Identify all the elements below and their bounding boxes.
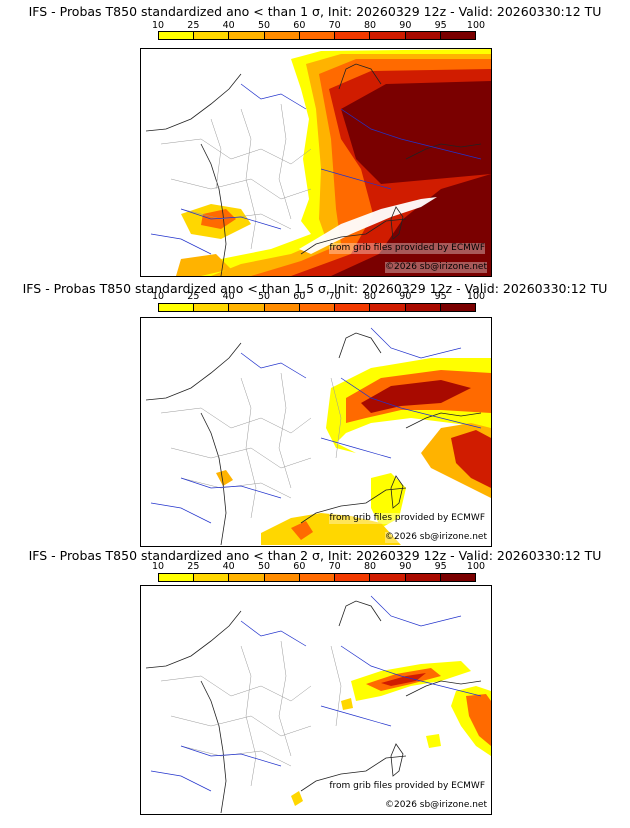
rivers (150, 83, 482, 255)
map-canvas (145, 49, 491, 276)
colorbar-segment (370, 304, 406, 311)
colorbar-segment (405, 32, 441, 39)
probability-map: from grib files provided by ECMWF ©2026 … (140, 48, 492, 277)
colorbar-segment (159, 32, 195, 39)
colorbar-tick-label: 50 (257, 291, 271, 302)
colorbar-tick-label: 50 (257, 561, 271, 572)
colorbar-tick-label: 60 (293, 561, 306, 572)
colorbar-segment (229, 304, 265, 311)
colorbar-tick-label: 95 (434, 20, 447, 31)
colorbar-tick-label: 25 (187, 20, 200, 31)
colorbar-tick-label: 70 (328, 561, 341, 572)
colorbar-tick-label: 90 (399, 291, 412, 302)
colorbar-ticks: 10 25 40 50 60 70 80 90 95 100 (152, 291, 485, 303)
colorbar-tick-label: 90 (399, 20, 412, 31)
colorbar-segment (405, 304, 441, 311)
colorbar-tick-label: 10 (151, 291, 165, 302)
map-canvas (145, 595, 491, 813)
colorbar-segment (159, 304, 195, 311)
forecast-panel-3: IFS - Probas T850 standardized ano < tha… (0, 540, 630, 828)
colorbar (158, 31, 476, 40)
colorbar-tick-label: 80 (363, 291, 377, 302)
colorbar-tick-label: 70 (328, 291, 341, 302)
forecast-panel-2: IFS - Probas T850 standardized ano < tha… (0, 270, 630, 548)
colorbar-segment (299, 32, 336, 39)
panel-title: IFS - Probas T850 standardized ano < tha… (28, 4, 602, 19)
colorbar-tick-label: 40 (222, 561, 235, 572)
colorbar-tick-label: 40 (222, 291, 235, 302)
colorbar-segment (159, 574, 195, 581)
colorbar-tick-label: 10 (151, 20, 165, 31)
colorbar-tick-label: 80 (363, 20, 377, 31)
colorbar-segment (264, 574, 300, 581)
probability-field (291, 661, 491, 806)
probability-field (216, 358, 491, 545)
panel-title: IFS - Probas T850 standardized ano < tha… (22, 281, 608, 296)
source-credit: from grib files provided by ECMWF (329, 513, 485, 524)
colorbar-ticks: 10 25 40 50 60 70 80 90 95 100 (152, 20, 485, 32)
probability-field (176, 49, 491, 276)
colorbar-tick-label: 25 (187, 291, 200, 302)
admin-borders (160, 103, 312, 250)
coastlines (145, 600, 482, 813)
copyright-credit: ©2026 sb@irizone.net (385, 262, 487, 273)
colorbar-ticks: 10 25 40 50 60 70 80 90 95 100 (152, 561, 485, 573)
probability-map: from grib files provided by ECMWF ©2026 … (140, 585, 492, 815)
source-credit: from grib files provided by ECMWF (329, 243, 485, 254)
colorbar-segment (440, 32, 475, 39)
colorbar-segment (370, 32, 406, 39)
source-credit: from grib files provided by ECMWF (329, 781, 485, 792)
forecast-panel-1: IFS - Probas T850 standardized ano < tha… (0, 0, 630, 278)
colorbar-segment (440, 574, 475, 581)
coastlines (145, 332, 482, 545)
colorbar-tick-label: 95 (434, 561, 447, 572)
colorbar-tick-label: 70 (328, 20, 341, 31)
map-canvas (145, 327, 491, 545)
colorbar-tick-label: 95 (434, 291, 447, 302)
rivers (150, 595, 482, 792)
copyright-credit: ©2026 sb@irizone.net (385, 532, 487, 543)
colorbar (158, 573, 476, 582)
colorbar-tick-label: 60 (293, 20, 306, 31)
colorbar-tick-label: 25 (187, 561, 200, 572)
colorbar-segment (264, 32, 300, 39)
colorbar-segment (370, 574, 406, 581)
copyright-credit: ©2026 sb@irizone.net (385, 800, 487, 811)
colorbar-segment (440, 304, 475, 311)
colorbar-tick-label: 100 (466, 291, 486, 302)
colorbar-segment (194, 304, 230, 311)
colorbar-tick-label: 100 (466, 20, 486, 31)
admin-borders (160, 372, 342, 519)
colorbar-segment (405, 574, 441, 581)
colorbar-segment (335, 32, 371, 39)
colorbar-tick-label: 50 (257, 20, 271, 31)
colorbar-tick-label: 80 (363, 561, 377, 572)
colorbar-segment (335, 304, 371, 311)
colorbar-segment (299, 574, 336, 581)
colorbar-segment (229, 574, 265, 581)
colorbar-segment (299, 304, 336, 311)
colorbar-tick-label: 90 (399, 561, 412, 572)
colorbar (158, 303, 476, 312)
colorbar-segment (335, 574, 371, 581)
colorbar-segment (194, 32, 230, 39)
colorbar-tick-label: 40 (222, 20, 235, 31)
colorbar-tick-label: 10 (151, 561, 165, 572)
colorbar-segment (229, 32, 265, 39)
probability-map: from grib files provided by ECMWF ©2026 … (140, 317, 492, 547)
panel-title: IFS - Probas T850 standardized ano < tha… (28, 548, 602, 563)
colorbar-tick-label: 60 (293, 291, 306, 302)
admin-borders (160, 640, 342, 787)
rivers (150, 327, 482, 524)
colorbar-segment (264, 304, 300, 311)
colorbar-segment (194, 574, 230, 581)
colorbar-tick-label: 100 (466, 561, 486, 572)
coastlines (145, 63, 482, 276)
